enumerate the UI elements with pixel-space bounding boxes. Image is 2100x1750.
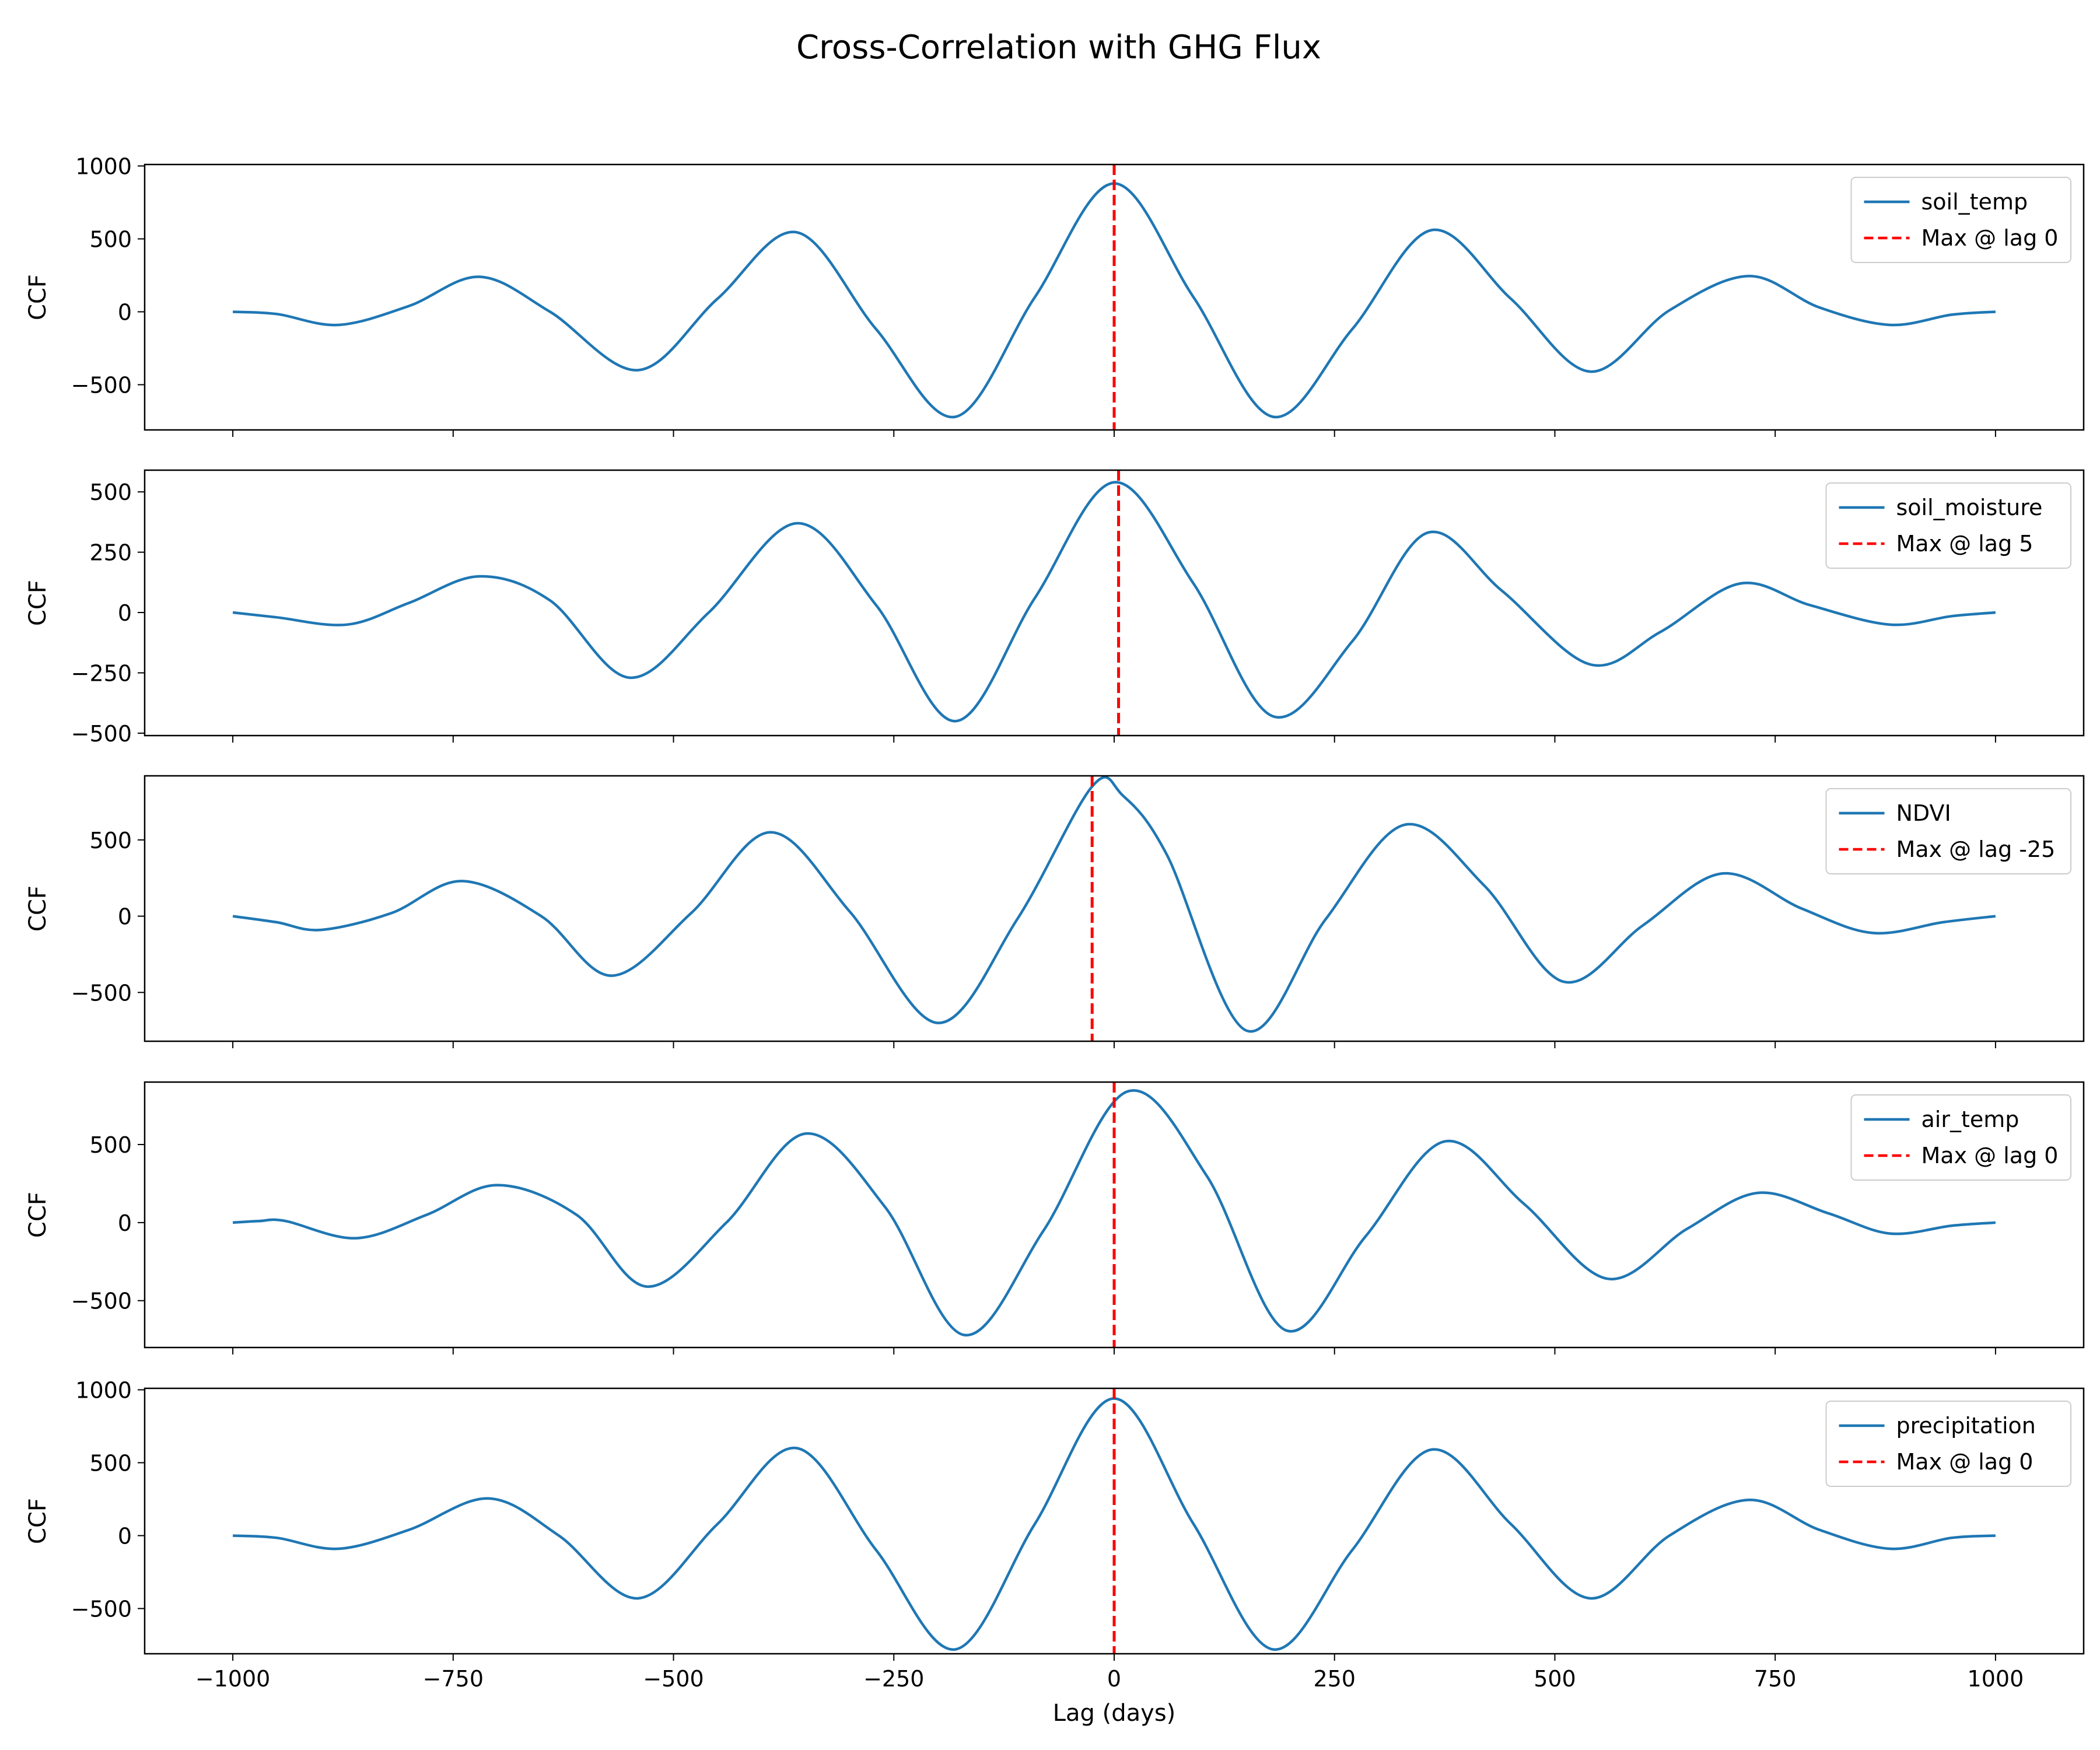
- legend-label-max: Max @ lag 0: [1896, 1449, 2034, 1475]
- axes-frame: [144, 1081, 2085, 1349]
- legend-box: [1825, 482, 2071, 569]
- y-tick-label: 500: [89, 828, 132, 853]
- axes-frame: [144, 163, 2085, 431]
- legend: precipitation Max @ lag 0: [1825, 1401, 2071, 1487]
- y-axis-label: CCF: [24, 1498, 51, 1544]
- y-tick-label: 0: [118, 1210, 132, 1236]
- axes-frame: [144, 775, 2085, 1042]
- y-tick-label: −500: [71, 373, 132, 398]
- y-tick-label: −500: [71, 1597, 132, 1622]
- x-tick-label: 500: [1534, 1666, 1576, 1692]
- y-tick-label: −250: [71, 660, 132, 686]
- axes-frame: [144, 469, 2085, 737]
- figure-title: Cross-Correlation with GHG Flux: [796, 29, 1321, 66]
- legend-label-max: Max @ lag 0: [1922, 1143, 2059, 1168]
- y-tick-label: 500: [89, 1132, 132, 1158]
- legend-label-series: soil_moisture: [1896, 495, 2043, 520]
- legend-label-series: air_temp: [1922, 1107, 2020, 1132]
- legend-label-series: precipitation: [1896, 1413, 2036, 1438]
- subplot-5: −500 0 500 1000 −1000 −750 −500 −250 0 250 500 750 1…: [24, 1378, 2085, 1692]
- series-line-NDVI: [232, 776, 1996, 1033]
- x-tick-label: −750: [423, 1666, 484, 1692]
- y-tick-label: 0: [118, 300, 132, 326]
- y-tick-label: −500: [71, 721, 132, 747]
- legend-label-series: soil_temp: [1922, 189, 2028, 215]
- x-axis-label: Lag (days): [1053, 1700, 1176, 1727]
- series-line-air_temp: [232, 1089, 1996, 1336]
- y-tick-label: −500: [71, 980, 132, 1006]
- y-tick-label: 0: [118, 904, 132, 930]
- axes-frame: [144, 1387, 2085, 1655]
- y-tick-label: 1000: [75, 1378, 132, 1404]
- y-tick-label: 1000: [75, 154, 132, 180]
- y-tick-label: 0: [118, 1524, 132, 1549]
- subplot-1: −500 0 500 1000 CCF soil_temp Max @ lag 0: [24, 154, 2085, 437]
- x-tick-label: 250: [1313, 1666, 1356, 1692]
- y-tick-label: 0: [118, 600, 132, 626]
- subplot-3: −500 0 500 CCF NDVI Max @ lag -25: [24, 775, 2085, 1048]
- x-tick-label: −250: [863, 1666, 924, 1692]
- x-tick-label: 750: [1754, 1666, 1797, 1692]
- legend-label-max: Max @ lag 5: [1896, 531, 2034, 556]
- y-tick-label: 500: [89, 480, 132, 505]
- y-axis-label: CCF: [24, 580, 51, 626]
- legend: soil_temp Max @ lag 0: [1850, 177, 2071, 263]
- legend-label-max: Max @ lag 0: [1922, 225, 2059, 251]
- y-tick-label: 500: [89, 1451, 132, 1476]
- legend-box: [1850, 1094, 2071, 1181]
- x-tick-label: 1000: [1968, 1666, 2024, 1692]
- series-line-soil_moisture: [232, 481, 1996, 723]
- y-tick-label: −500: [71, 1289, 132, 1314]
- x-tick-label: −1000: [195, 1666, 271, 1692]
- y-tick-label: 250: [89, 540, 132, 566]
- y-tick-label: 500: [89, 227, 132, 253]
- legend: soil_moisture Max @ lag 5: [1825, 482, 2071, 569]
- legend-box: [1825, 788, 2071, 874]
- x-tick-label: 0: [1107, 1666, 1121, 1692]
- x-tick-label: −500: [643, 1666, 704, 1692]
- legend: NDVI Max @ lag -25: [1825, 788, 2071, 874]
- legend: air_temp Max @ lag 0: [1850, 1094, 2071, 1181]
- legend-label-max: Max @ lag -25: [1896, 836, 2056, 862]
- subplot-4: −500 0 500 CCF air_temp Max @ lag 0: [24, 1081, 2085, 1354]
- y-axis-label: CCF: [24, 274, 51, 320]
- legend-label-series: NDVI: [1896, 800, 1951, 826]
- subplot-2: −500 −250 0 250 500 CCF soil_moisture Max @ lag…: [24, 469, 2085, 747]
- y-axis-label: CCF: [24, 1192, 51, 1238]
- y-axis-label: CCF: [24, 886, 51, 932]
- legend-box: [1850, 177, 2071, 263]
- legend-box: [1825, 1401, 2071, 1487]
